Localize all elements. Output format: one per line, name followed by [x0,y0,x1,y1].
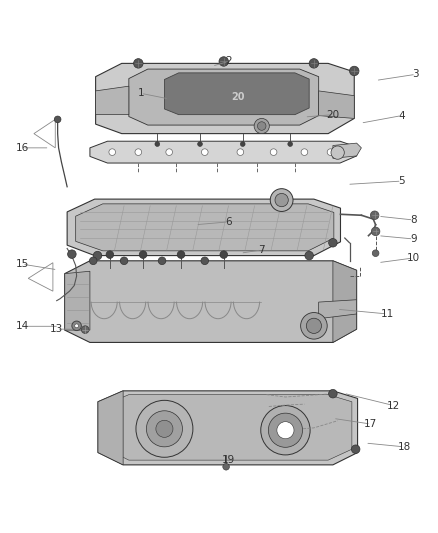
Circle shape [268,413,303,447]
Circle shape [237,149,244,156]
Polygon shape [164,73,309,115]
Text: 20: 20 [326,110,339,119]
Circle shape [328,390,337,398]
Text: 19: 19 [222,455,235,465]
Circle shape [155,142,160,147]
Polygon shape [67,199,340,256]
Circle shape [240,142,245,147]
Circle shape [327,149,334,156]
Circle shape [261,406,310,455]
Circle shape [67,250,76,259]
Circle shape [198,142,202,147]
Polygon shape [95,86,129,115]
Polygon shape [319,300,357,319]
Text: 2: 2 [225,56,232,67]
Circle shape [277,422,294,439]
Text: 14: 14 [15,321,28,332]
Text: 3: 3 [413,69,419,79]
Text: 7: 7 [258,245,265,255]
Circle shape [219,56,229,66]
Polygon shape [319,91,354,118]
Circle shape [288,142,293,147]
Text: 1: 1 [138,88,144,98]
Text: 13: 13 [50,324,64,334]
Text: 6: 6 [225,217,232,227]
Polygon shape [65,261,357,342]
Circle shape [301,149,308,156]
Circle shape [135,149,141,156]
Circle shape [258,122,266,130]
Circle shape [177,251,185,259]
Circle shape [156,420,173,438]
Circle shape [371,211,379,220]
Circle shape [305,252,314,260]
Circle shape [72,321,81,330]
Circle shape [338,149,345,156]
Circle shape [300,312,327,339]
Circle shape [93,252,102,260]
Polygon shape [76,204,334,251]
Circle shape [223,464,230,470]
Circle shape [309,59,319,68]
Circle shape [136,400,193,457]
Polygon shape [104,394,352,460]
Circle shape [134,59,143,68]
Polygon shape [65,271,90,330]
Circle shape [109,149,116,156]
Polygon shape [90,141,357,163]
Circle shape [275,193,288,207]
Polygon shape [333,261,357,342]
Circle shape [351,445,360,454]
Polygon shape [98,391,123,465]
Text: 11: 11 [381,309,394,319]
Text: 16: 16 [15,143,28,153]
Circle shape [54,116,61,123]
Circle shape [331,146,344,159]
Polygon shape [129,69,319,125]
Circle shape [106,251,113,259]
Text: 18: 18 [397,442,411,452]
Circle shape [328,238,337,247]
Polygon shape [98,391,357,465]
Circle shape [201,257,208,264]
Text: 12: 12 [387,401,400,410]
Text: 8: 8 [410,215,417,225]
Circle shape [146,411,183,447]
Circle shape [371,227,380,236]
Text: 20: 20 [231,92,245,102]
Circle shape [306,318,321,334]
Text: 9: 9 [410,234,417,244]
Text: 4: 4 [399,110,405,120]
Polygon shape [333,143,361,158]
Circle shape [120,257,128,264]
Circle shape [372,250,379,256]
Circle shape [75,324,78,328]
Circle shape [350,66,359,76]
Circle shape [270,189,293,212]
Text: 17: 17 [364,419,378,429]
Text: 10: 10 [407,253,420,263]
Text: 5: 5 [399,176,405,186]
Circle shape [81,326,89,334]
Circle shape [201,149,208,156]
Circle shape [220,251,228,259]
Circle shape [89,257,97,264]
Circle shape [254,118,269,134]
Circle shape [270,149,277,156]
Text: 15: 15 [15,259,28,269]
Circle shape [139,251,147,259]
Circle shape [158,257,166,264]
Circle shape [166,149,173,156]
Polygon shape [95,63,354,134]
